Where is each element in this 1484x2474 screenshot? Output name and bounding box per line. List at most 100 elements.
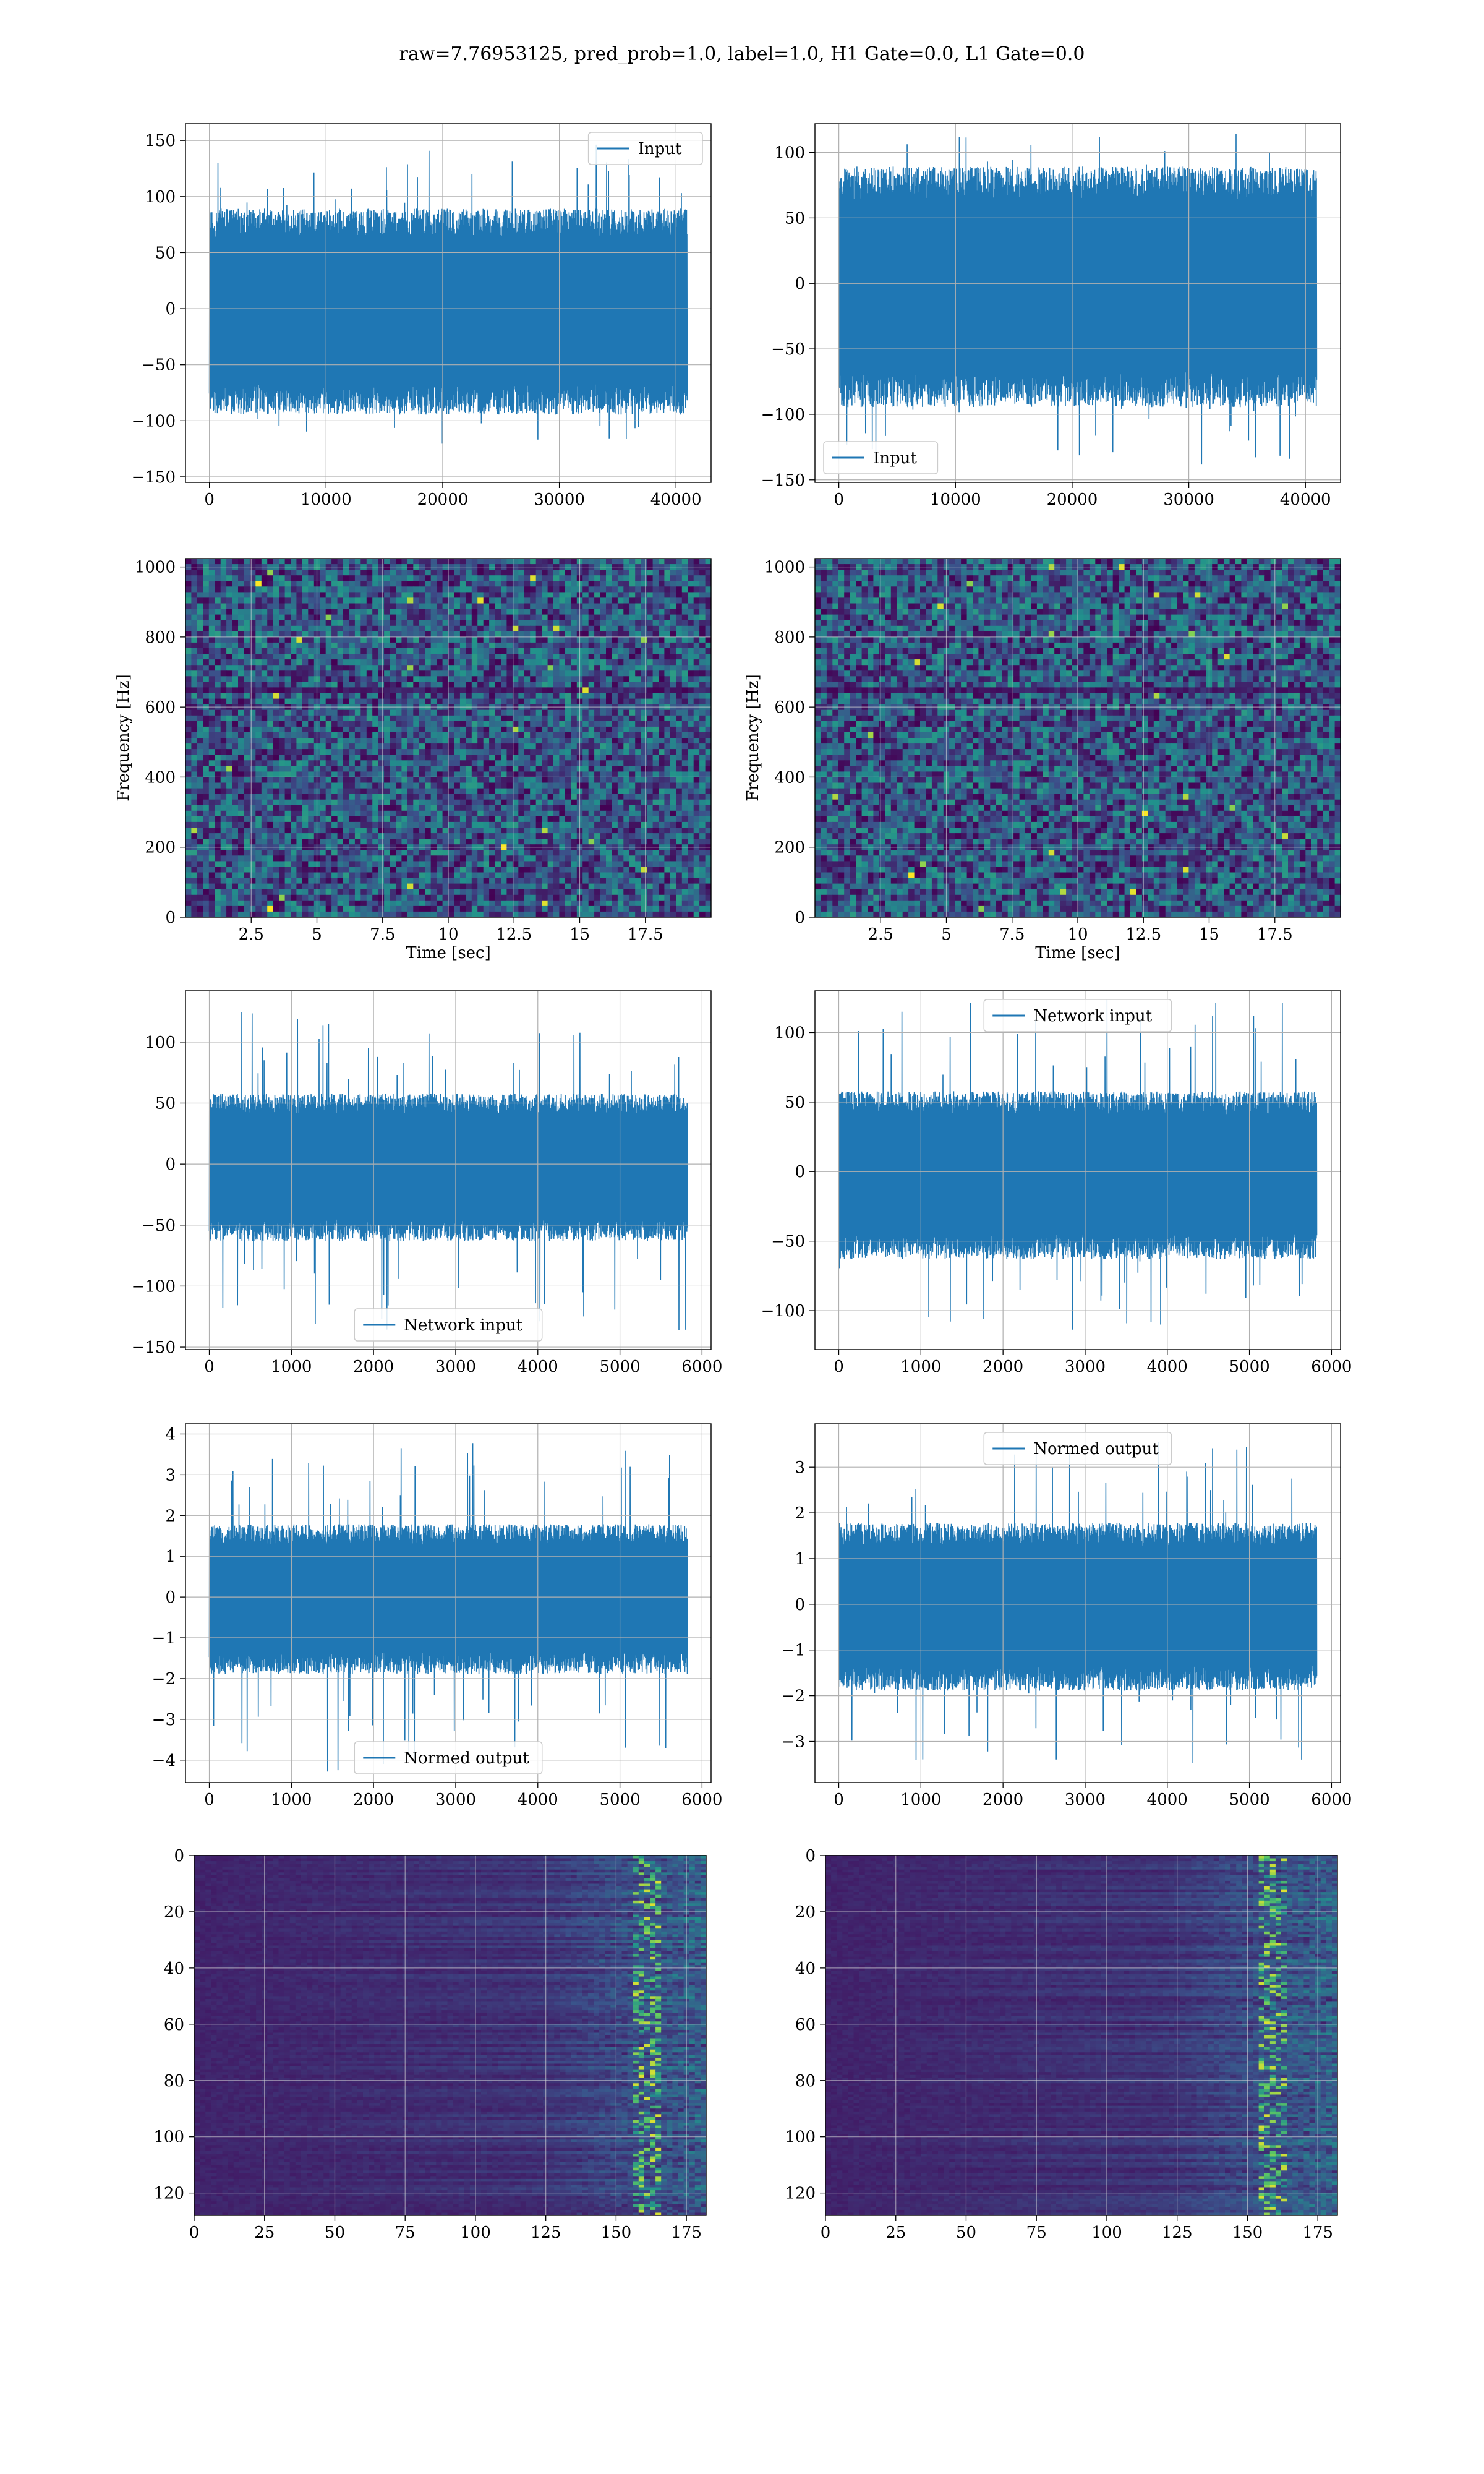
heatmap-cell	[495, 693, 501, 700]
heatmap-cell	[325, 760, 332, 766]
heatmap-cell	[483, 738, 490, 744]
heatmap-cell	[600, 642, 607, 649]
heatmap-cell	[437, 698, 443, 705]
heatmap-cell	[320, 625, 326, 632]
heatmap-cell	[442, 682, 449, 688]
heatmap-cell	[331, 816, 338, 823]
heatmap-cell	[291, 799, 297, 806]
heatmap-cell	[419, 833, 425, 839]
heatmap-cell	[565, 861, 571, 868]
heatmap-cell	[506, 732, 513, 738]
heatmap-cell	[244, 575, 250, 581]
heatmap-cell	[506, 642, 513, 649]
heatmap-cell	[186, 654, 192, 660]
heatmap-cell	[664, 828, 671, 834]
heatmap-cell	[582, 755, 589, 761]
heatmap-cell	[629, 603, 636, 610]
heatmap-cell	[483, 586, 490, 593]
heatmap-cell	[477, 597, 484, 604]
heatmap-cell	[226, 755, 233, 761]
heatmap-cell	[501, 850, 507, 856]
heatmap-cell	[670, 816, 676, 823]
heatmap-cell	[354, 855, 361, 862]
heatmap-cell	[542, 570, 548, 576]
heatmap-cell	[425, 603, 432, 610]
heatmap-cell	[483, 620, 490, 627]
heatmap-cell	[652, 625, 659, 632]
heatmap-cell	[588, 788, 595, 795]
heatmap-cell	[337, 586, 344, 593]
heatmap-cell	[664, 766, 671, 772]
heatmap-cell	[512, 620, 519, 627]
heatmap-cell	[360, 799, 367, 806]
heatmap-cell	[688, 570, 694, 576]
heatmap-cell	[471, 603, 478, 610]
l1-input-series-line	[838, 134, 1318, 465]
heatmap-cell	[559, 603, 566, 610]
heatmap-cell	[501, 732, 507, 738]
heatmap-cell	[705, 721, 711, 727]
heatmap-cell	[401, 559, 408, 565]
heatmap-cell	[343, 833, 349, 839]
heatmap-cell	[220, 665, 227, 671]
heatmap-cell	[396, 682, 402, 688]
heatmap-cell	[372, 738, 379, 744]
heatmap-cell	[197, 839, 203, 845]
heatmap-cell	[501, 597, 507, 604]
heatmap-cell	[430, 592, 437, 599]
heatmap-cell	[343, 816, 349, 823]
heatmap-cell	[226, 597, 233, 604]
heatmap-cell	[565, 603, 571, 610]
heatmap-cell	[261, 833, 268, 839]
y-tick-label: 150	[145, 132, 176, 150]
heatmap-cell	[273, 777, 279, 784]
l1-input-panel: 0 10000 20000 30000 40000−150−100−50050100In…	[761, 123, 1341, 509]
heatmap-cell	[670, 828, 676, 834]
heatmap-cell	[308, 855, 315, 862]
heatmap-cell	[430, 821, 437, 828]
heatmap-cell	[354, 620, 361, 627]
heatmap-cell	[261, 743, 268, 750]
heatmap-cell	[705, 788, 711, 795]
heatmap-cell	[396, 855, 402, 862]
heatmap-cell	[559, 575, 566, 581]
heatmap-cell	[273, 631, 279, 638]
heatmap-cell	[354, 732, 361, 738]
heatmap-cell	[354, 670, 361, 677]
heatmap-cell	[208, 855, 215, 862]
heatmap-cell	[647, 855, 654, 862]
heatmap-cell	[676, 614, 683, 621]
heatmap-cell	[524, 631, 531, 638]
heatmap-cell	[547, 614, 554, 621]
heatmap-cell	[191, 738, 198, 744]
heatmap-cell	[670, 575, 676, 581]
heatmap-cell	[191, 693, 198, 700]
heatmap-cell	[220, 642, 227, 649]
heatmap-cell	[612, 581, 618, 587]
heatmap-cell	[524, 726, 531, 733]
heatmap-cell	[226, 855, 233, 862]
heatmap-cell	[425, 788, 432, 795]
heatmap-cell	[430, 665, 437, 671]
heatmap-cell	[320, 749, 326, 755]
heatmap-cell	[186, 805, 192, 811]
heatmap-cell	[606, 855, 612, 862]
heatmap-cell	[238, 799, 244, 806]
heatmap-cell	[203, 760, 210, 766]
heatmap-cell	[396, 794, 402, 800]
heatmap-cell	[396, 721, 402, 727]
heatmap-cell	[588, 631, 595, 638]
heatmap-cell	[553, 698, 560, 705]
heatmap-cell	[471, 609, 478, 615]
heatmap-cell	[512, 782, 519, 789]
heatmap-cell	[413, 738, 420, 744]
heatmap-cell	[226, 821, 233, 828]
heatmap-cell	[425, 709, 432, 716]
heatmap-cell	[693, 828, 700, 834]
heatmap-cell	[565, 788, 571, 795]
heatmap-cell	[659, 614, 665, 621]
heatmap-cell	[442, 743, 449, 750]
heatmap-cell	[641, 726, 647, 733]
heatmap-cell	[518, 861, 525, 868]
heatmap-cell	[454, 636, 461, 643]
